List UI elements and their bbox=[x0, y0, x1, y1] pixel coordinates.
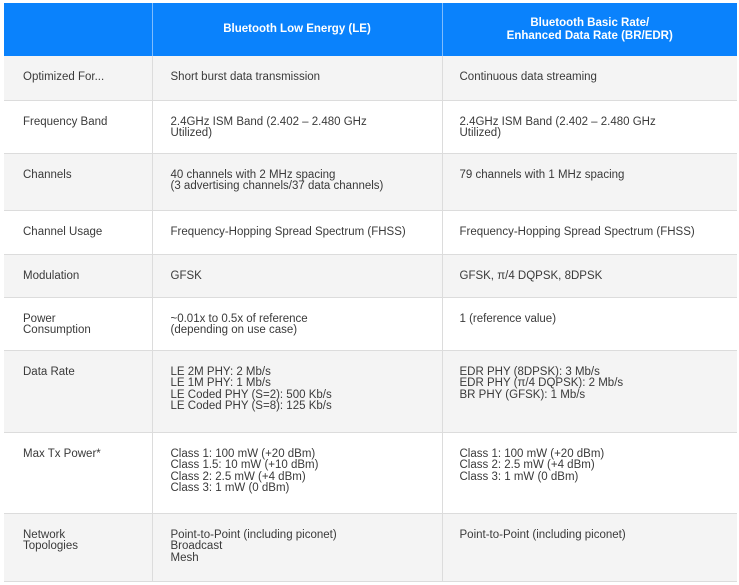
header-bredr: Bluetooth Basic Rate/ Enhanced Data Rate… bbox=[442, 3, 737, 56]
bredr-cell-text: Point-to-Point (including piconet) bbox=[459, 528, 626, 541]
le-cell: Class 1: 100 mW (+20 dBm) Class 1.5: 10 … bbox=[152, 432, 443, 514]
le-cell-text: Short burst data transmission bbox=[170, 71, 321, 83]
bredr-cell-text: Class 1: 100 mW (+20 dBm) bbox=[459, 447, 605, 460]
row-label: Modulation bbox=[4, 254, 153, 298]
row-label: Data Rate bbox=[4, 350, 153, 433]
le-cell: Frequency-Hopping Spread Spectrum (FHSS) bbox=[152, 210, 443, 255]
le-cell-text: Class 1.5: 10 mW (+10 dBm) bbox=[170, 459, 319, 471]
le-cell: 2.4GHz ISM Band (2.402 – 2.480 GHz Utili… bbox=[152, 100, 443, 154]
header-bredr-title-line1: Bluetooth Basic Rate/ bbox=[530, 16, 650, 29]
le-cell-text: LE Coded PHY (S=8): 125 Kb/s bbox=[170, 400, 332, 412]
le-cell: Point-to-Point (including piconet) Broad… bbox=[152, 513, 443, 582]
row-label-text: Frequency Band bbox=[23, 115, 108, 128]
le-cell-text: (3 advertising channels/37 data channels… bbox=[170, 180, 384, 192]
table-row: Network Topologies Point-to-Point (inclu… bbox=[4, 513, 737, 582]
table-row: Channels 40 channels with 2 MHz spacing … bbox=[4, 153, 737, 211]
le-cell-text: LE 2M PHY: 2 Mb/s bbox=[170, 365, 271, 378]
le-cell-text: LE 1M PHY: 1 Mb/s bbox=[170, 377, 271, 389]
le-cell: LE 2M PHY: 2 Mb/s LE 1M PHY: 1 Mb/s LE C… bbox=[152, 350, 443, 433]
bredr-cell-text: EDR PHY (8DPSK): 3 Mb/s bbox=[459, 365, 600, 378]
row-label: Channels bbox=[4, 153, 153, 211]
bredr-cell-text: Utilized) bbox=[459, 127, 502, 139]
bredr-cell: Frequency-Hopping Spread Spectrum (FHSS) bbox=[442, 210, 737, 255]
le-cell-text: Frequency-Hopping Spread Spectrum (FHSS) bbox=[170, 225, 406, 238]
bredr-cell-text: Class 2: 2.5 mW (+4 dBm) bbox=[459, 459, 595, 471]
bredr-cell: Point-to-Point (including piconet) bbox=[442, 513, 737, 582]
row-label-text: Modulation bbox=[23, 269, 80, 282]
row-label-text: Channels bbox=[23, 168, 72, 181]
table-row: Data Rate LE 2M PHY: 2 Mb/s LE 1M PHY: 1… bbox=[4, 350, 737, 433]
row-label-text: Consumption bbox=[23, 324, 91, 336]
bredr-cell-text: 79 channels with 1 MHz spacing bbox=[459, 168, 625, 181]
le-cell-text: ~0.01x to 0.5x of reference bbox=[170, 312, 308, 325]
header-bredr-title-line2: Enhanced Data Rate (BR/EDR) bbox=[506, 29, 673, 42]
le-cell-text: Utilized) bbox=[170, 127, 213, 139]
row-label: Network Topologies bbox=[4, 513, 153, 582]
le-cell-text: LE Coded PHY (S=2): 500 Kb/s bbox=[170, 388, 332, 401]
le-cell: GFSK bbox=[152, 254, 443, 298]
le-cell-text: 40 channels with 2 MHz spacing bbox=[170, 168, 336, 181]
row-label-text: Network bbox=[23, 528, 66, 541]
le-cell-text: Class 3: 1 mW (0 dBm) bbox=[170, 482, 290, 494]
row-label: Max Tx Power* bbox=[4, 432, 153, 514]
le-cell-text: GFSK bbox=[170, 269, 202, 282]
row-label-text: Power bbox=[23, 312, 56, 325]
table-row: Optimized For... Short burst data transm… bbox=[4, 56, 737, 101]
bredr-cell-text: 2.4GHz ISM Band (2.402 – 2.480 GHz bbox=[459, 115, 656, 128]
bredr-cell: Continuous data streaming bbox=[442, 56, 737, 101]
le-cell: Short burst data transmission bbox=[152, 56, 443, 101]
header-le: Bluetooth Low Energy (LE) bbox=[152, 3, 443, 56]
le-cell-text: Mesh bbox=[170, 551, 199, 564]
bredr-cell-text: EDR PHY (π/4 DQPSK): 2 Mb/s bbox=[459, 377, 624, 389]
bredr-cell-text: Frequency-Hopping Spread Spectrum (FHSS) bbox=[459, 225, 695, 238]
le-cell-text: Class 1: 100 mW (+20 dBm) bbox=[170, 447, 316, 460]
le-cell-text: Point-to-Point (including piconet) bbox=[170, 528, 337, 541]
bredr-cell-text: GFSK, π/4 DQPSK, 8DPSK bbox=[459, 269, 603, 282]
row-label-text: Data Rate bbox=[23, 365, 75, 378]
row-label: Optimized For... bbox=[4, 56, 153, 101]
bredr-cell-text: 1 (reference value) bbox=[459, 312, 557, 325]
bredr-cell: 79 channels with 1 MHz spacing bbox=[442, 153, 737, 211]
row-label-text: Topologies bbox=[23, 540, 78, 552]
le-cell-text: Broadcast bbox=[170, 540, 223, 552]
bredr-cell: EDR PHY (8DPSK): 3 Mb/s EDR PHY (π/4 DQP… bbox=[442, 350, 737, 433]
table-row: Modulation GFSK GFSK, π/4 DQPSK, 8DPSK bbox=[4, 254, 737, 298]
le-cell: ~0.01x to 0.5x of reference (depending o… bbox=[152, 297, 443, 351]
row-label: Power Consumption bbox=[4, 297, 153, 351]
bredr-cell-text: Class 3: 1 mW (0 dBm) bbox=[459, 470, 579, 483]
le-cell-text: 2.4GHz ISM Band (2.402 – 2.480 GHz bbox=[170, 115, 367, 128]
comparison-table: Bluetooth Low Energy (LE) Bluetooth Basi… bbox=[4, 3, 737, 582]
row-label-text: Optimized For... bbox=[23, 71, 105, 83]
bredr-cell: 1 (reference value) bbox=[442, 297, 737, 351]
table-row: Max Tx Power* Class 1: 100 mW (+20 dBm) … bbox=[4, 432, 737, 514]
bredr-cell: GFSK, π/4 DQPSK, 8DPSK bbox=[442, 254, 737, 298]
le-cell: 40 channels with 2 MHz spacing (3 advert… bbox=[152, 153, 443, 211]
le-cell-text: Class 2: 2.5 mW (+4 dBm) bbox=[170, 470, 306, 483]
bredr-cell: Class 1: 100 mW (+20 dBm) Class 2: 2.5 m… bbox=[442, 432, 737, 514]
bredr-cell-text: Continuous data streaming bbox=[459, 71, 597, 83]
row-label: Channel Usage bbox=[4, 210, 153, 255]
header-row: Bluetooth Low Energy (LE) Bluetooth Basi… bbox=[4, 3, 737, 56]
header-le-title: Bluetooth Low Energy (LE) bbox=[223, 23, 371, 35]
table-row: Power Consumption ~0.01x to 0.5x of refe… bbox=[4, 297, 737, 351]
header-empty-cell bbox=[4, 3, 153, 56]
table-row: Frequency Band 2.4GHz ISM Band (2.402 – … bbox=[4, 100, 737, 154]
bredr-cell-text: BR PHY (GFSK): 1 Mb/s bbox=[459, 388, 586, 401]
row-label-text: Channel Usage bbox=[23, 225, 103, 238]
table-row: Channel Usage Frequency-Hopping Spread S… bbox=[4, 210, 737, 255]
row-label: Frequency Band bbox=[4, 100, 153, 154]
bredr-cell: 2.4GHz ISM Band (2.402 – 2.480 GHz Utili… bbox=[442, 100, 737, 154]
row-label-text: Max Tx Power* bbox=[23, 447, 101, 460]
le-cell-text: (depending on use case) bbox=[170, 324, 298, 336]
